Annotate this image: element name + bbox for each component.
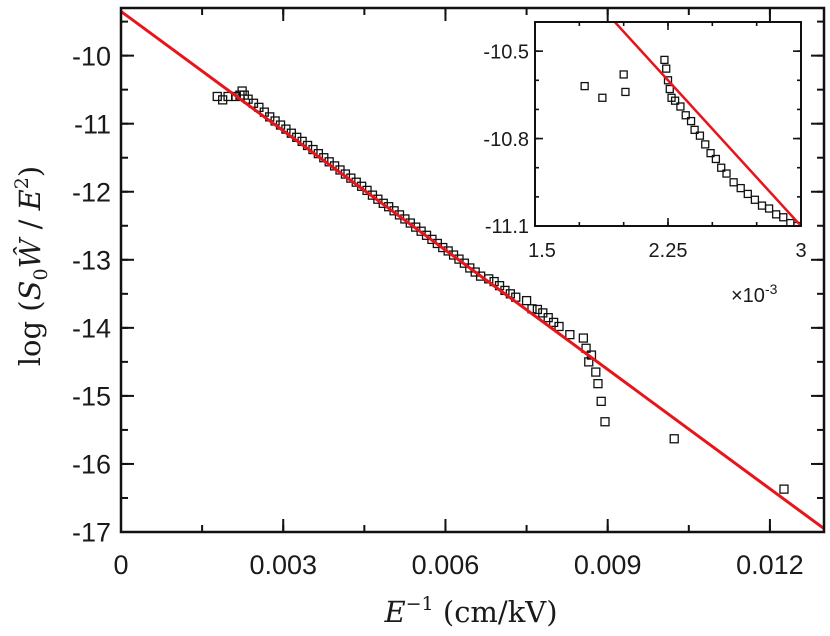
- inset-data-point: [662, 64, 671, 73]
- main-y-tick-label: -15: [72, 382, 111, 412]
- inset-x-multiplier: ×10-3: [731, 281, 778, 307]
- inset-plot-background: [535, 22, 801, 226]
- y-axis-title-subscript: 0: [30, 268, 52, 280]
- inset-data-point: [676, 102, 685, 111]
- inset-data-point: [717, 163, 726, 172]
- inset-data-point: [663, 76, 673, 85]
- x-axis-title: E−1 (cm/kV): [383, 593, 557, 629]
- inset-x-multiplier-base: ×10: [731, 285, 765, 307]
- inset-x-tick-label: 2.25: [649, 240, 688, 262]
- inset-data-point: [619, 70, 628, 79]
- inset-y-tick-label: -11.1: [485, 216, 529, 238]
- main-data-point: [591, 367, 601, 377]
- inset-data-point: [743, 189, 752, 199]
- main-data-point: [565, 329, 575, 340]
- main-y-tick-label: -13: [72, 246, 111, 276]
- inset-data-point: [779, 213, 788, 222]
- inset-data-point: [750, 195, 760, 204]
- x-axis-title-unit: (cm/kV): [434, 595, 558, 629]
- inset-data-point: [764, 204, 774, 213]
- inset-data-point: [722, 169, 731, 178]
- inset-data-point: [690, 125, 699, 134]
- main-ticks: [120, 8, 824, 533]
- y-axis-title-open-paren: (: [13, 300, 47, 321]
- inset-data-point: [701, 140, 710, 149]
- main-data-point: [669, 434, 679, 444]
- main-y-tick-label: -11: [74, 109, 111, 139]
- y-axis-title-superscript: 2: [11, 177, 33, 189]
- main-data-point: [543, 312, 553, 323]
- inset-data-point: [736, 183, 745, 193]
- inset-data-point: [660, 55, 669, 65]
- inset-data-point: [711, 154, 721, 164]
- y-axis-title-s: S: [13, 280, 47, 300]
- inset-y-tick-label: -10.8: [483, 129, 529, 151]
- inset-x-multiplier-exponent: -3: [765, 281, 778, 297]
- main-x-tick-label: 0.003: [249, 550, 317, 580]
- inset-data-point: [729, 178, 738, 187]
- inset-data-point: [621, 87, 630, 97]
- y-axis-title-close-paren: ): [13, 166, 47, 177]
- main-data-point: [779, 484, 789, 494]
- inset-data-point: [580, 81, 589, 91]
- main-data-point: [600, 417, 610, 427]
- inset-data-point: [695, 131, 705, 140]
- y-axis-title-log: log: [13, 321, 47, 366]
- main-axes-frame: [119, 6, 826, 534]
- main-y-tick-label: -17: [72, 518, 111, 548]
- inset-fit-line: [613, 22, 801, 226]
- main-data-point: [596, 396, 606, 406]
- main-x-tick-label: 0: [113, 550, 128, 580]
- inset-data-point: [681, 111, 690, 120]
- inset-x-tick-label: 3: [795, 240, 806, 262]
- main-x-tick-label: 0.012: [736, 550, 804, 580]
- x-axis-title-exponent: −1: [406, 593, 434, 615]
- main-data-point: [578, 333, 589, 343]
- main-y-tick-label: -10: [72, 41, 111, 71]
- inset-data-point: [670, 96, 680, 105]
- main-data-point: [593, 378, 603, 389]
- x-axis-title-symbol: E: [383, 595, 405, 629]
- main-y-tick-label: -12: [72, 177, 111, 207]
- inset-data-point: [686, 116, 696, 126]
- inset-data-point: [598, 93, 607, 102]
- main-data-point: [554, 321, 564, 332]
- y-axis-title-e: E: [13, 189, 47, 211]
- y-axis-title-slash: /: [13, 210, 47, 238]
- inset-points: [580, 55, 801, 226]
- main-y-tick-label: -14: [72, 314, 111, 344]
- main-data-point: [459, 258, 470, 268]
- main-data-point: [584, 357, 594, 367]
- inset-y-tick-label: -10.5: [483, 41, 529, 63]
- inset-data-point: [665, 84, 674, 94]
- main-data-point: [538, 308, 548, 318]
- inset-data-point: [706, 148, 715, 158]
- main-x-tick-label: 0.006: [412, 550, 480, 580]
- inset-ticks: [534, 21, 802, 227]
- y-axis-title-w-hat: Ŵ: [12, 236, 47, 268]
- main-x-tick-label: 0.009: [574, 550, 642, 580]
- inset-x-tick-label: 1.5: [528, 240, 556, 262]
- y-axis-title: log (S0Ŵ / E2): [11, 166, 52, 366]
- main-fit-line: [121, 10, 824, 530]
- main-data-point: [521, 295, 532, 306]
- main-y-tick-label: -16: [72, 450, 111, 480]
- inset-plot: 1.5 2.25 3 -10.5 -10.8 -11.1: [483, 21, 807, 262]
